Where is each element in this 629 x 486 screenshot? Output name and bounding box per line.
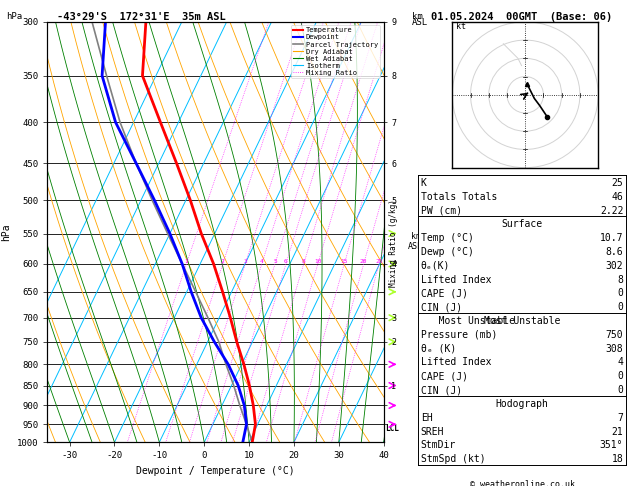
Text: 10: 10 [314,259,321,264]
Text: 4: 4 [618,358,623,367]
Text: 5: 5 [273,259,277,264]
Text: 18: 18 [611,454,623,464]
Text: LCL: LCL [385,423,399,433]
Text: StmSpd (kt): StmSpd (kt) [421,454,486,464]
Text: 20: 20 [360,259,367,264]
Text: CIN (J): CIN (J) [421,302,462,312]
Text: 2: 2 [221,259,225,264]
Text: 4: 4 [260,259,264,264]
Text: -43°29'S  172°31'E  35m ASL: -43°29'S 172°31'E 35m ASL [57,12,225,22]
Text: 351°: 351° [600,440,623,451]
Text: 8.6: 8.6 [606,247,623,257]
Text: θₑ (K): θₑ (K) [421,344,456,354]
Text: PW (cm): PW (cm) [421,206,462,215]
Text: 0: 0 [618,371,623,382]
Y-axis label: hPa: hPa [1,223,11,241]
Text: Temp (°C): Temp (°C) [421,233,474,243]
Text: 0: 0 [618,385,623,395]
Text: km: km [412,12,423,21]
Text: ASL: ASL [412,18,428,27]
Text: 10.7: 10.7 [600,233,623,243]
X-axis label: Dewpoint / Temperature (°C): Dewpoint / Temperature (°C) [136,466,295,476]
Text: 25: 25 [611,178,623,188]
Text: Lifted Index: Lifted Index [421,275,491,285]
Text: 750: 750 [606,330,623,340]
Text: 01.05.2024  00GMT  (Base: 06): 01.05.2024 00GMT (Base: 06) [431,12,612,22]
Text: 46: 46 [611,191,623,202]
Text: 308: 308 [606,344,623,354]
Text: StmDir: StmDir [421,440,456,451]
Text: 8: 8 [302,259,306,264]
Text: Dewp (°C): Dewp (°C) [421,247,474,257]
Text: K: K [421,178,426,188]
Text: Most Unstable: Most Unstable [484,316,560,326]
Text: CIN (J): CIN (J) [421,385,462,395]
Text: 15: 15 [340,259,348,264]
Text: 6: 6 [284,259,288,264]
Text: Surface: Surface [501,219,543,229]
Text: 302: 302 [606,261,623,271]
Text: 0: 0 [618,302,623,312]
Text: Mixing Ratio (g/kg): Mixing Ratio (g/kg) [389,199,398,287]
Text: hPa: hPa [6,12,23,21]
Text: 1: 1 [184,259,188,264]
Text: Most Unstable: Most Unstable [421,316,515,326]
Legend: Temperature, Dewpoint, Parcel Trajectory, Dry Adiabat, Wet Adiabat, Isotherm, Mi: Temperature, Dewpoint, Parcel Trajectory… [291,25,380,78]
Text: Hodograph: Hodograph [496,399,548,409]
Text: 7: 7 [618,413,623,423]
Text: Totals Totals: Totals Totals [421,191,497,202]
Text: 3: 3 [243,259,247,264]
Text: Lifted Index: Lifted Index [421,358,491,367]
Text: CAPE (J): CAPE (J) [421,288,468,298]
Text: kt: kt [456,22,466,31]
Text: 21: 21 [611,427,623,436]
Text: Pressure (mb): Pressure (mb) [421,330,497,340]
Text: 8: 8 [618,275,623,285]
Text: EH: EH [421,413,433,423]
Text: 25: 25 [376,259,383,264]
Y-axis label: km
ASL: km ASL [408,232,423,251]
Text: θₑ(K): θₑ(K) [421,261,450,271]
Text: © weatheronline.co.uk: © weatheronline.co.uk [470,480,574,486]
Text: SREH: SREH [421,427,444,436]
Text: 2.22: 2.22 [600,206,623,215]
Text: CAPE (J): CAPE (J) [421,371,468,382]
Text: 0: 0 [618,288,623,298]
